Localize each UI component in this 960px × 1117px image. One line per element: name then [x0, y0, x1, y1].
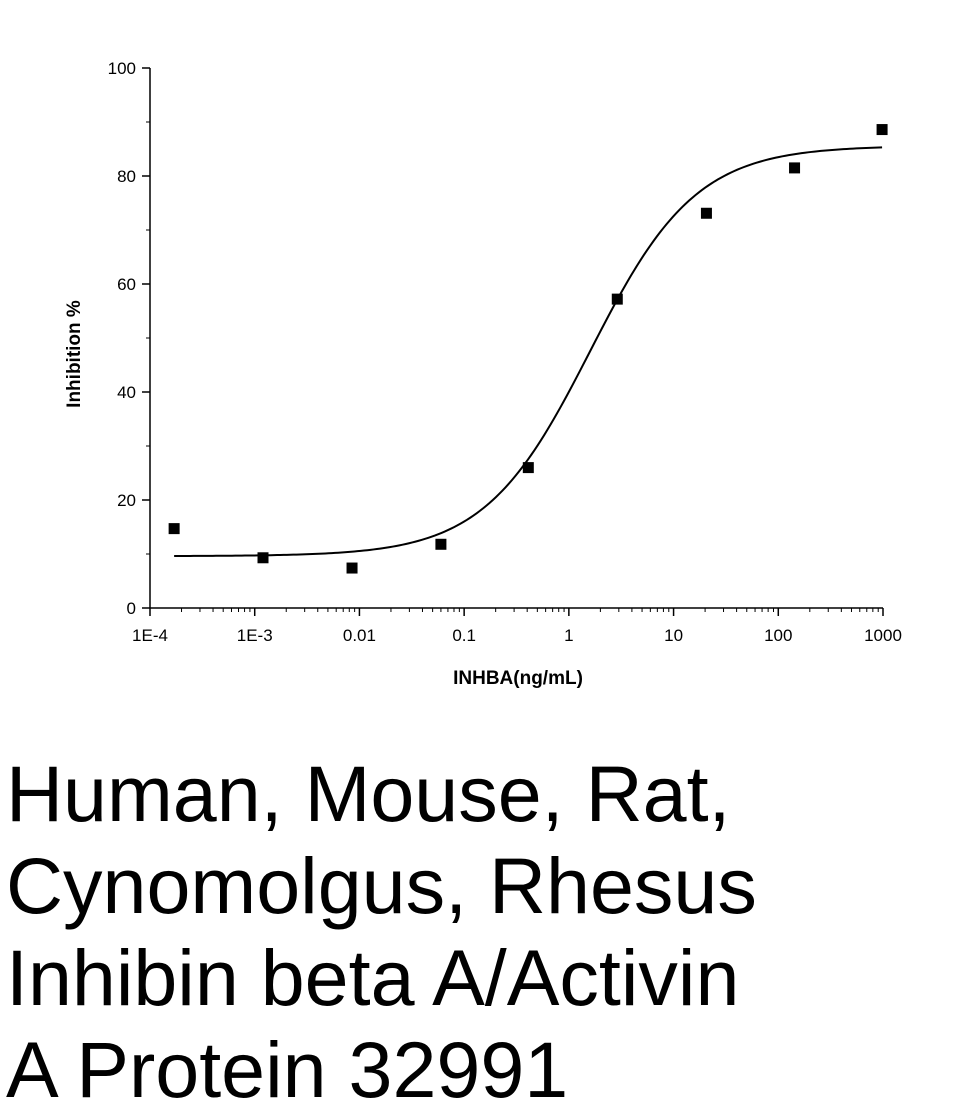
caption-line-1: Human, Mouse, Rat,: [6, 749, 731, 838]
x-tick-label: 1E-4: [132, 626, 168, 645]
y-tick-label: 80: [117, 167, 136, 186]
data-points: [168, 124, 888, 574]
x-tick-label: 10: [664, 626, 683, 645]
x-axis-title: INHBA(ng/mL): [453, 668, 583, 689]
fit-curve: [174, 146, 883, 557]
y-tick-label: 20: [117, 491, 136, 510]
x-tick-label: 100: [764, 626, 792, 645]
data-point: [789, 162, 801, 174]
data-point: [435, 538, 447, 550]
x-tick-label: 1E-3: [237, 626, 273, 645]
data-point: [700, 207, 712, 219]
caption-line-2: Cynomolgus, Rhesus: [6, 841, 757, 930]
caption-line-3: Inhibin beta A/Activin: [6, 933, 740, 1022]
x-tick-label: 0.01: [343, 626, 376, 645]
y-tick-label: 0: [127, 599, 136, 618]
x-tick-label: 0.1: [452, 626, 476, 645]
x-tick-label: 1000: [864, 626, 902, 645]
data-point: [876, 124, 888, 136]
data-point: [346, 562, 358, 574]
caption-line-4: A Protein 32991: [6, 1025, 569, 1114]
y-tick-label: 100: [108, 59, 136, 78]
product-caption: Human, Mouse, Rat, Cynomolgus, Rhesus In…: [6, 748, 956, 1116]
ticks: [142, 67, 884, 616]
y-tick-label: 40: [117, 383, 136, 402]
data-point: [522, 462, 534, 474]
tick-labels: 1E-4 1E-3 0.01 0.1 1 10 100 1000 0 20 40 60 80 100: [108, 59, 902, 645]
data-point: [257, 552, 269, 564]
x-tick-label: 1: [564, 626, 573, 645]
dose-response-chart: 1E-4 1E-3 0.01 0.1 1 10 100 1000 0 20 40 60 80 100 IN…: [64, 59, 902, 689]
y-tick-label: 60: [117, 275, 136, 294]
data-point: [611, 293, 623, 305]
y-axis-title: Inhibition %: [64, 300, 85, 408]
data-point: [168, 523, 180, 535]
axes: [149, 68, 883, 609]
